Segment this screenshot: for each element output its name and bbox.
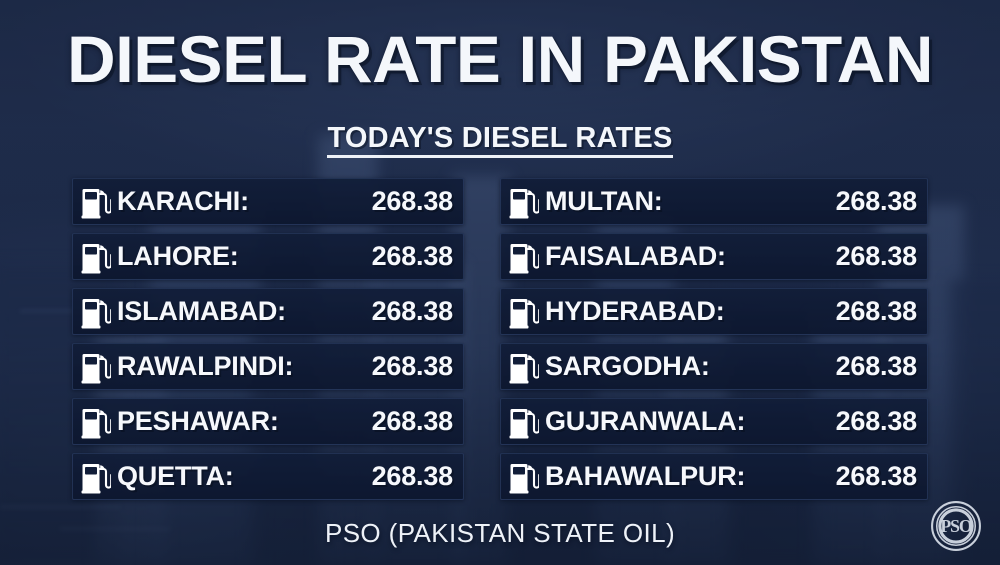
fuel-pump-icon: [81, 353, 111, 383]
rate-row: SARGODHA: 268.38: [500, 343, 928, 390]
rate-row: FAISALABAD: 268.38: [500, 233, 928, 280]
rate-row: ISLAMABAD: 268.38: [72, 288, 464, 335]
price-value: 268.38: [371, 296, 454, 326]
fuel-pump-icon: [81, 463, 111, 493]
subtitle-container: TODAY'S DIESEL RATES: [0, 123, 1000, 159]
price-value: 268.38: [835, 461, 918, 491]
city-label: GUJRANWALA:: [545, 406, 746, 436]
rates-column-right: MULTAN: 268.38 FAISALABAD: 268.38 HYDERABA…: [500, 178, 928, 500]
city-label: MULTAN:: [545, 186, 663, 216]
city-label: QUETTA:: [117, 461, 234, 491]
pso-logo-icon: PSO: [931, 501, 981, 551]
rate-row: LAHORE: 268.38: [72, 233, 464, 280]
fuel-pump-icon: [509, 408, 539, 438]
fuel-pump-icon: [81, 298, 111, 328]
city-label: HYDERABAD:: [545, 296, 725, 326]
page-subtitle: TODAY'S DIESEL RATES: [327, 123, 673, 159]
rates-column-left: KARACHI: 268.38 LAHORE: 268.38 ISLAMABAD: 2…: [72, 178, 464, 500]
city-label: BAHAWALPUR:: [545, 461, 746, 491]
price-value: 268.38: [835, 406, 918, 436]
price-value: 268.38: [371, 186, 454, 216]
price-value: 268.38: [371, 461, 454, 491]
city-label: PESHAWAR:: [117, 406, 279, 436]
city-label: LAHORE:: [117, 241, 239, 271]
price-value: 268.38: [835, 296, 918, 326]
price-value: 268.38: [371, 241, 454, 271]
fuel-pump-icon: [509, 353, 539, 383]
fuel-pump-icon: [81, 408, 111, 438]
fuel-pump-icon: [509, 243, 539, 273]
fuel-pump-icon: [509, 463, 539, 493]
city-label: SARGODHA:: [545, 351, 710, 381]
fuel-pump-icon: [509, 188, 539, 218]
fuel-pump-icon: [81, 243, 111, 273]
rate-row: RAWALPINDI: 268.38: [72, 343, 464, 390]
rate-row: QUETTA: 268.38: [72, 453, 464, 500]
price-value: 268.38: [835, 186, 918, 216]
price-value: 268.38: [835, 351, 918, 381]
city-label: KARACHI:: [117, 186, 249, 216]
city-label: ISLAMABAD:: [117, 296, 286, 326]
rate-row: PESHAWAR: 268.38: [72, 398, 464, 445]
fuel-pump-icon: [509, 298, 539, 328]
rate-row: MULTAN: 268.38: [500, 178, 928, 225]
fuel-pump-icon: [81, 188, 111, 218]
footer-caption: PSO (PAKISTAN STATE OIL): [324, 518, 676, 548]
rate-row: BAHAWALPUR: 268.38: [500, 453, 928, 500]
svg-text:PSO: PSO: [940, 516, 972, 536]
city-label: FAISALABAD:: [545, 241, 726, 271]
price-value: 268.38: [835, 241, 918, 271]
rate-row: HYDERABAD: 268.38: [500, 288, 928, 335]
city-label: RAWALPINDI:: [117, 351, 294, 381]
page-title: DIESEL RATE IN PAKISTAN: [66, 22, 934, 96]
price-value: 268.38: [371, 351, 454, 381]
rate-row: KARACHI: 268.38: [72, 178, 464, 225]
price-value: 268.38: [371, 406, 454, 436]
rate-row: GUJRANWALA: 268.38: [500, 398, 928, 445]
rates-columns: KARACHI: 268.38 LAHORE: 268.38 ISLAMABAD: 2…: [0, 178, 1000, 500]
